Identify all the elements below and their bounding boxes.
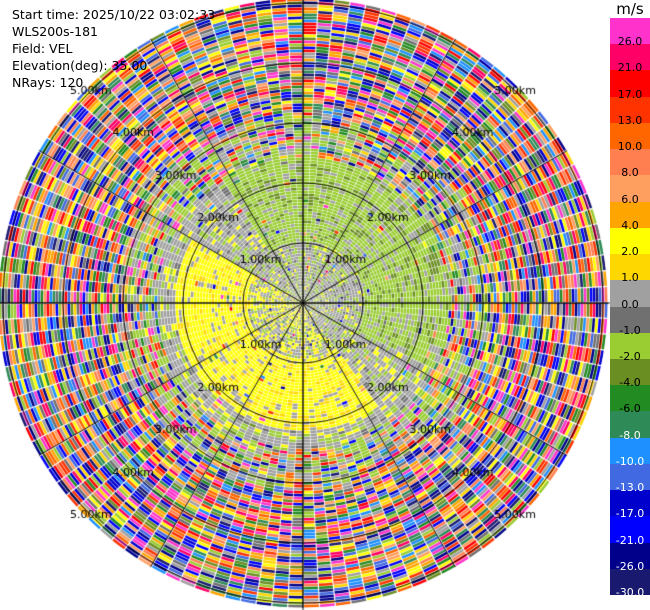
colorbar-segment bbox=[610, 175, 650, 203]
colorbar-tick-label: -21.0 bbox=[615, 533, 645, 547]
colorbar-tick-label: 21.0 bbox=[617, 61, 643, 75]
colorbar-tick-label: -30.0 bbox=[615, 586, 645, 599]
colorbar-segment bbox=[610, 542, 650, 570]
colorbar-tick-label: -10.0 bbox=[615, 454, 645, 468]
colorbar-segment bbox=[610, 280, 650, 307]
colorbar-segment bbox=[610, 385, 650, 412]
nrays-label: NRays: 120 bbox=[12, 75, 84, 90]
colorbar-segment bbox=[610, 568, 650, 596]
scan-info: Start time: 2025/10/22 03:02:33 WLS200s-… bbox=[12, 6, 215, 91]
colorbar-segment bbox=[610, 306, 650, 334]
colorbar-tick-label: 2.0 bbox=[621, 245, 639, 259]
colorbar-tick-label: 13.0 bbox=[617, 113, 643, 127]
field-label: Field: VEL bbox=[12, 41, 73, 56]
colorbar-segment bbox=[610, 332, 650, 360]
colorbar-tick-label: 1.0 bbox=[621, 271, 639, 285]
colorbar-tick-label: -6.0 bbox=[619, 402, 641, 416]
colorbar-segment bbox=[610, 463, 650, 491]
colorbar-tick-label: -13.0 bbox=[615, 481, 645, 495]
colorbar-segment bbox=[610, 411, 650, 439]
colorbar-segment bbox=[610, 437, 650, 465]
colorbar-unit-label: m/s bbox=[616, 0, 644, 18]
colorbar: m/s 26.0 21.0 17.0 13.0 10.0 8.0 6.0 4.0 2.0 1.0 0… bbox=[610, 0, 650, 610]
station-label: WLS200s-181 bbox=[12, 24, 98, 39]
colorbar-segment bbox=[610, 122, 650, 150]
colorbar-tick-label: 4.0 bbox=[621, 218, 639, 232]
colorbar-segment bbox=[610, 96, 650, 124]
colorbar-tick-label: -1.0 bbox=[619, 323, 641, 337]
colorbar-segment bbox=[610, 490, 650, 517]
colorbar-tick-label: -17.0 bbox=[615, 507, 645, 521]
colorbar-segment bbox=[610, 44, 650, 71]
start-time-label: Start time: 2025/10/22 03:02:33 bbox=[12, 7, 216, 22]
colorbar-tick-label: -26.0 bbox=[615, 559, 645, 573]
colorbar-segment bbox=[610, 254, 650, 281]
colorbar-segment bbox=[610, 149, 650, 176]
colorbar-tick-label: -4.0 bbox=[619, 376, 641, 390]
colorbar-tick-label: 10.0 bbox=[617, 140, 643, 154]
colorbar-tick-label: 17.0 bbox=[617, 87, 643, 101]
colorbar-tick-label: -8.0 bbox=[619, 428, 641, 442]
colorbar-tick-label: 6.0 bbox=[621, 192, 639, 206]
colorbar-segment bbox=[610, 70, 650, 98]
colorbar-tick-label: -2.0 bbox=[619, 349, 641, 363]
colorbar-tick-label: 26.0 bbox=[617, 35, 643, 49]
colorbar-segment bbox=[610, 201, 650, 229]
elevation-label: Elevation(deg): 35.00 bbox=[12, 58, 148, 73]
colorbar-segment bbox=[610, 516, 650, 544]
colorbar-segment bbox=[610, 18, 650, 45]
colorbar-tick-label: 8.0 bbox=[621, 166, 639, 180]
colorbar-segment bbox=[610, 358, 650, 386]
colorbar-tick-label: 0.0 bbox=[621, 297, 639, 311]
colorbar-segment bbox=[610, 227, 650, 255]
